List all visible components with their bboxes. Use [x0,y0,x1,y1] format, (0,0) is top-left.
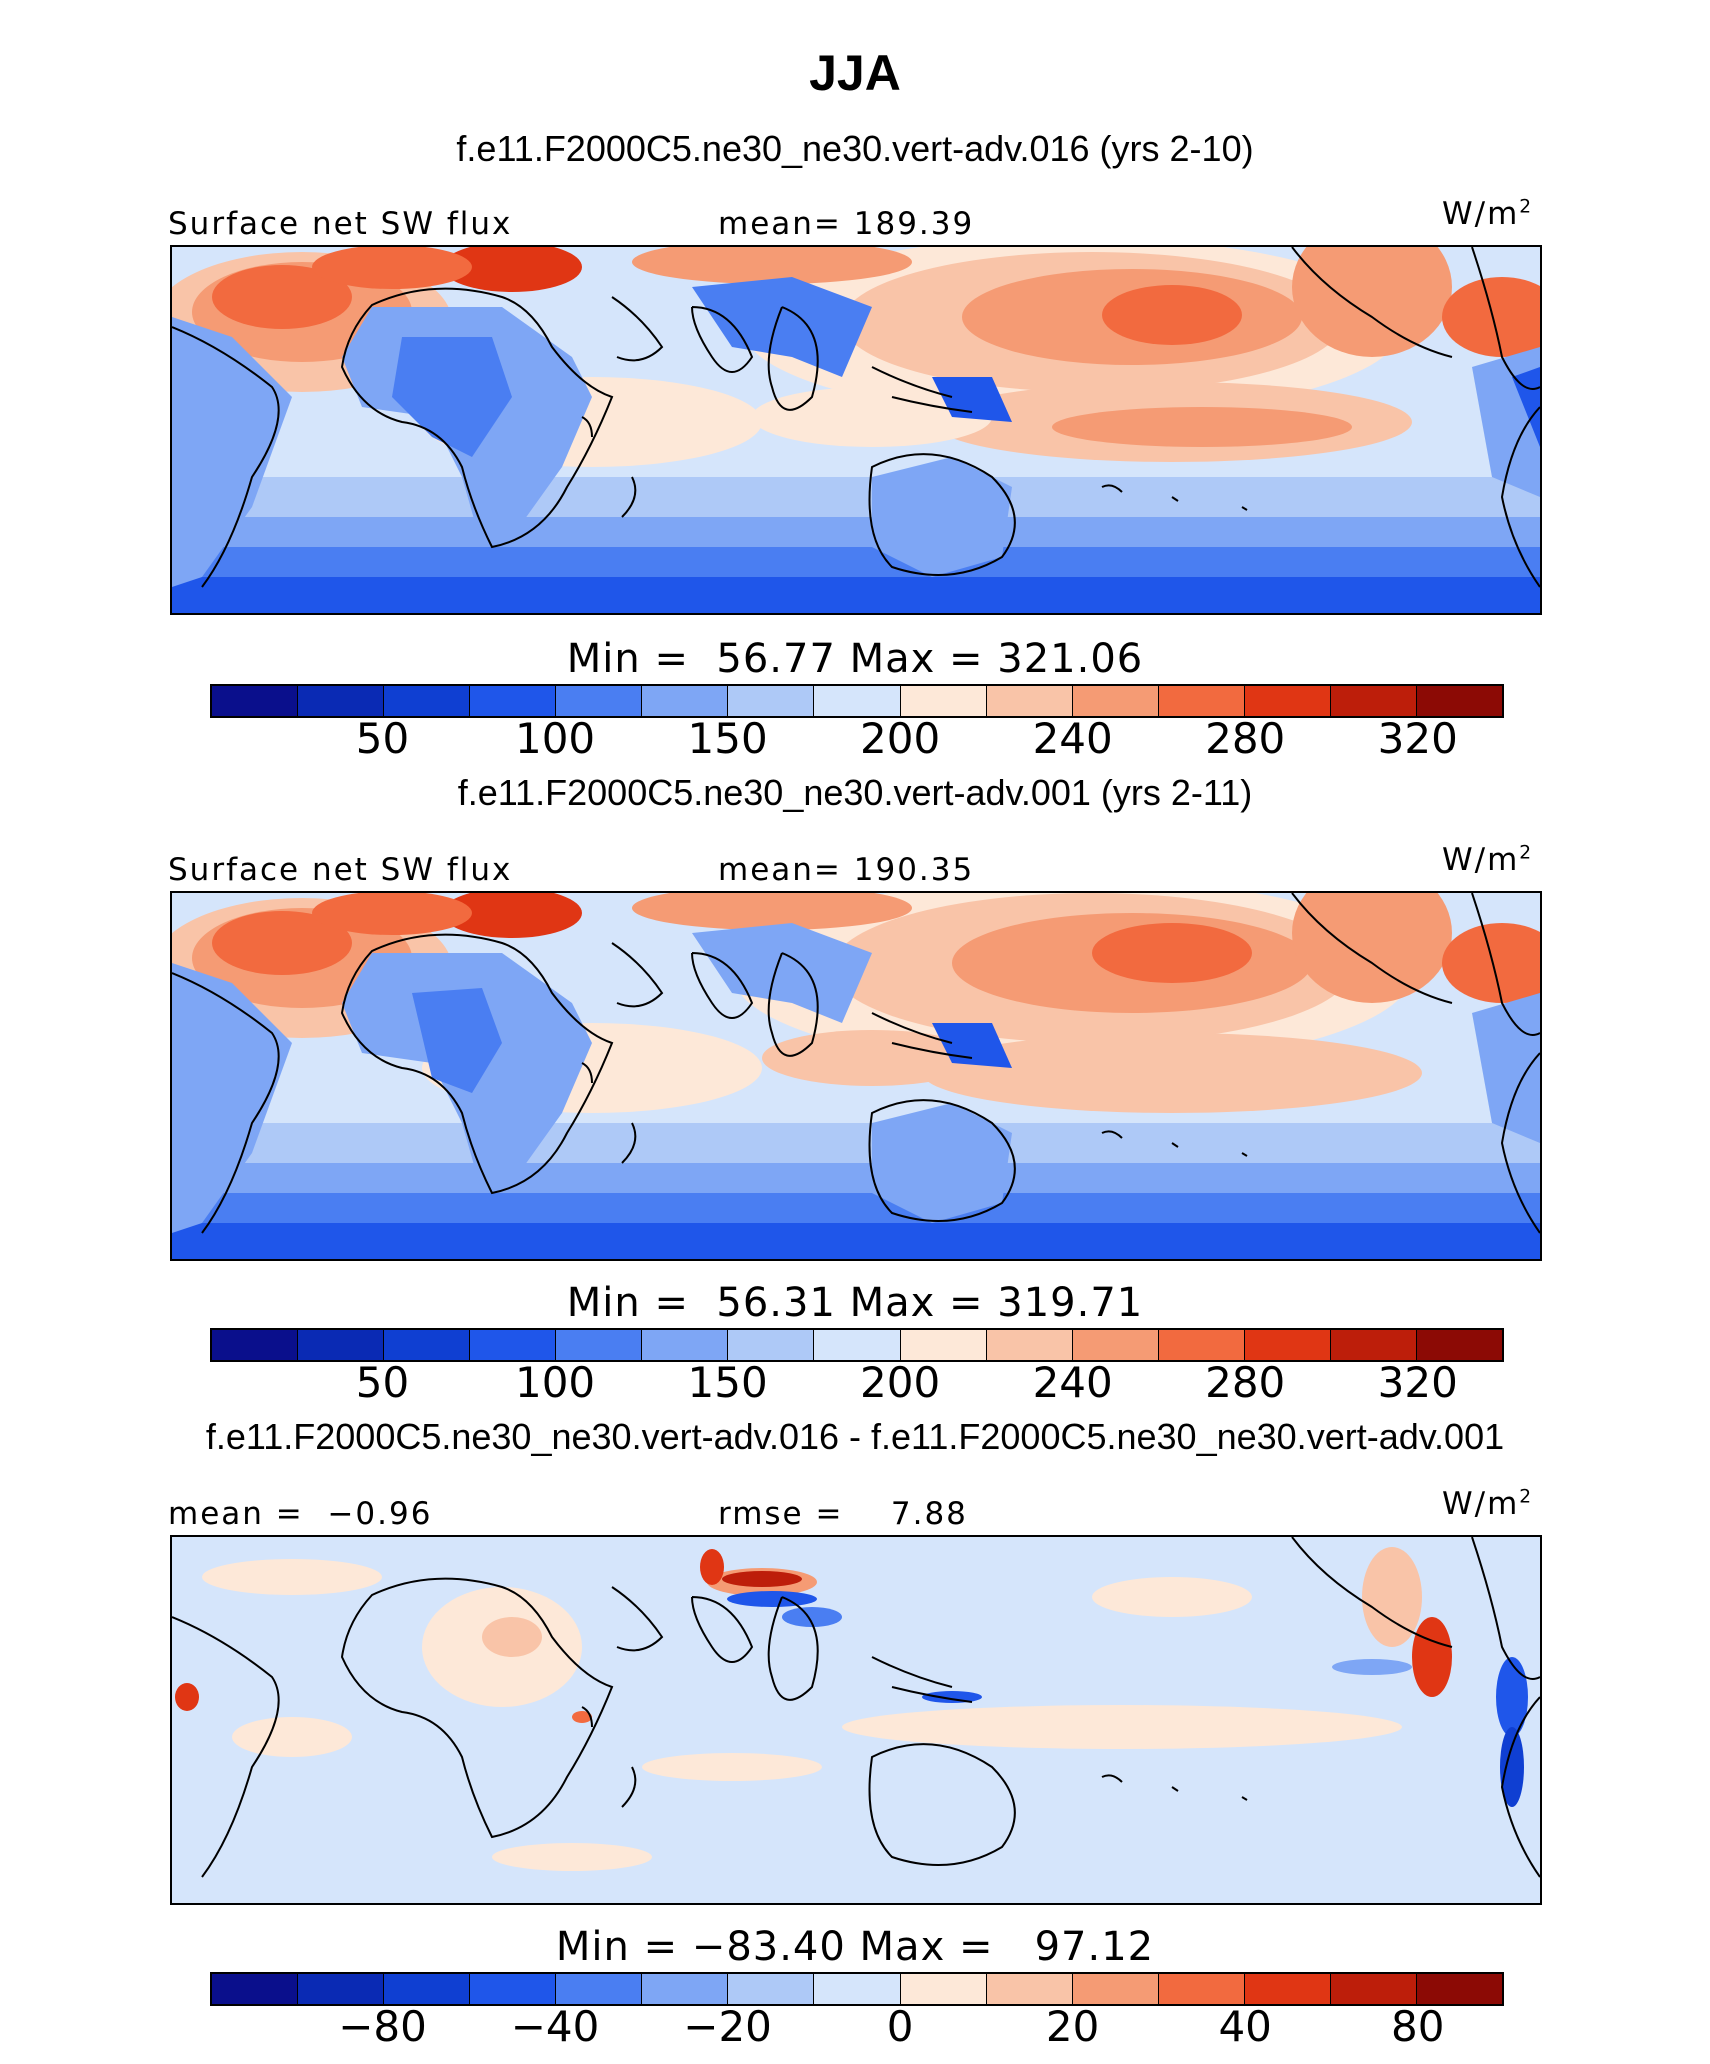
colorbar-segment [1244,1330,1331,1360]
panel1-colorbar-ticks: 50 100 150 200 240 280 320 [210,714,1504,763]
colorbar-segment [1416,1974,1502,2004]
panel3-rmse-label: rmse = 7.88 [718,1496,968,1532]
colorbar-segment [728,1974,815,2004]
colorbar-segment [470,1974,557,2004]
panel3-units-label: W/m2 [1442,1486,1534,1522]
colorbar-segment [900,686,987,716]
colorbar-segment [1072,686,1159,716]
colorbar-segment [1244,686,1331,716]
panel2-case-title: f.e11.F2000C5.ne30_ne30.vert-adv.001 (yr… [457,772,1253,813]
panel2-colorbar [210,1328,1504,1362]
colorbar-tick-label: 200 [860,1358,941,1407]
panel1-minmax-label: Min = 56.77 Max = 321.06 [566,636,1144,682]
panel2-map [170,891,1542,1261]
colorbar-segment [1330,1330,1417,1360]
colorbar-segment [212,1974,299,2004]
colorbar-segment [1158,1330,1245,1360]
colorbar-segment [470,1330,557,1360]
colorbar-tick-label: −80 [338,2002,427,2051]
colorbar-tick-label: 240 [1032,1358,1113,1407]
panel3-map [170,1535,1542,1905]
colorbar-tick-label: 240 [1032,714,1113,763]
panel3-colorbar [210,1972,1504,2006]
colorbar-tick-label: −40 [510,2002,600,2051]
colorbar-segment [1330,686,1417,716]
colorbar-segment [556,1330,643,1360]
panel2-units-label: W/m2 [1442,842,1534,878]
colorbar-segment [384,686,471,716]
colorbar-tick-label: 200 [860,714,941,763]
colorbar-segment [298,1974,385,2004]
panel2-colorbar-ticks: 50 100 150 200 240 280 320 [210,1358,1504,1407]
colorbar-segment [642,1974,729,2004]
colorbar-segment [986,1330,1073,1360]
panel1-case-title: f.e11.F2000C5.ne30_ne30.vert-adv.016 (yr… [456,128,1254,169]
colorbar-segment [384,1330,471,1360]
colorbar-tick-label: 50 [355,1358,410,1407]
colorbar-segment [1416,1330,1502,1360]
colorbar-tick-label: −20 [683,2002,772,2051]
panel1-colorbar [210,684,1504,718]
colorbar-tick-label: 100 [514,1358,596,1407]
colorbar-segment [814,686,901,716]
colorbar-segment [814,1974,901,2004]
colorbar-tick-label: 280 [1205,1358,1286,1407]
colorbar-tick-label: 320 [1377,714,1458,763]
colorbar-tick-label: 150 [687,714,768,763]
panel2-variable-label: Surface net SW flux [168,852,513,888]
colorbar-segment [1072,1974,1159,2004]
colorbar-segment [1330,1974,1417,2004]
colorbar-tick-label: 20 [1045,2002,1100,2051]
colorbar-segment [1244,1974,1331,2004]
colorbar-tick-label: 150 [687,1358,768,1407]
colorbar-segment [728,1330,815,1360]
colorbar-segment [1158,686,1245,716]
colorbar-segment [900,1974,987,2004]
colorbar-segment [1158,1974,1245,2004]
colorbar-segment [986,1974,1073,2004]
colorbar-tick-label: 100 [514,714,596,763]
colorbar-tick-label: 50 [355,714,410,763]
panel1-mean-label: mean= 189.39 [718,206,975,242]
plot-title: JJA [809,45,901,101]
panel2-minmax-label: Min = 56.31 Max = 319.71 [566,1280,1144,1326]
colorbar-tick-label: 320 [1377,1358,1458,1407]
colorbar-segment [986,686,1073,716]
colorbar-segment [298,686,385,716]
colorbar-segment [900,1330,987,1360]
colorbar-segment [1072,1330,1159,1360]
colorbar-segment [470,686,557,716]
colorbar-segment [298,1330,385,1360]
panel2-mean-label: mean= 190.35 [718,852,975,888]
colorbar-segment [642,686,729,716]
colorbar-segment [728,686,815,716]
colorbar-tick-label: 280 [1205,714,1286,763]
colorbar-segment [556,1974,643,2004]
panel3-mean-label: mean = −0.96 [168,1496,433,1532]
colorbar-segment [384,1974,471,2004]
panel3-minmax-label: Min = −83.40 Max = 97.12 [555,1924,1155,1970]
colorbar-tick-label: 0 [886,2002,914,2051]
colorbar-segment [556,686,643,716]
panel3-case-title: f.e11.F2000C5.ne30_ne30.vert-adv.016 - f… [205,1416,1505,1457]
panel3-colorbar-ticks: −80 −40 −20 0 20 40 80 [210,2002,1504,2051]
colorbar-segment [212,686,299,716]
colorbar-segment [1416,686,1502,716]
colorbar-segment [642,1330,729,1360]
panel1-map [170,245,1542,615]
colorbar-tick-label: 40 [1218,2002,1272,2051]
panel1-variable-label: Surface net SW flux [168,206,513,242]
colorbar-segment [814,1330,901,1360]
panel1-units-label: W/m2 [1442,196,1534,232]
colorbar-segment [212,1330,299,1360]
colorbar-tick-label: 80 [1390,2002,1445,2051]
